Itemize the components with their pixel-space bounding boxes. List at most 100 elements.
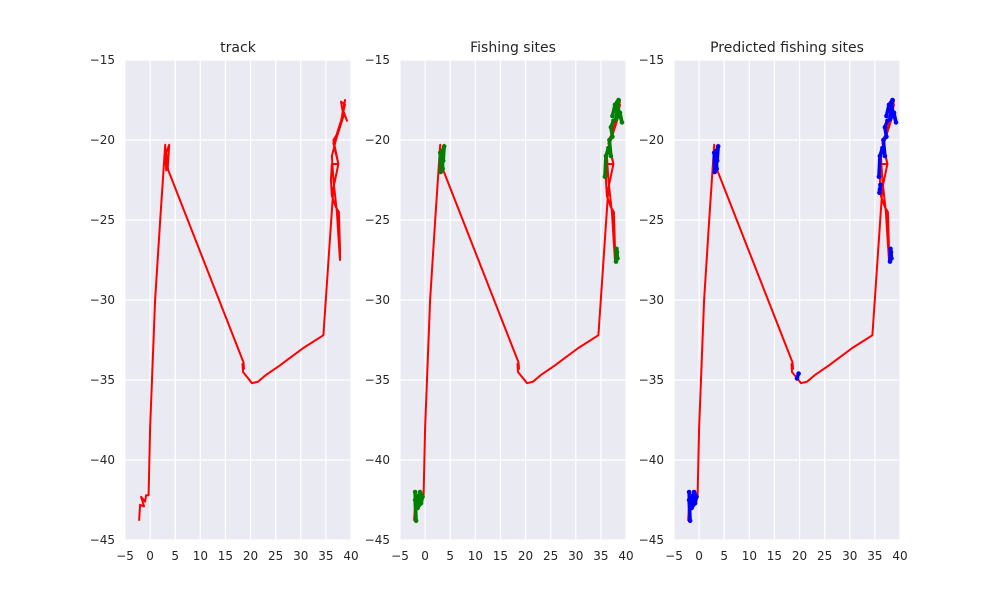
fishing-site-point bbox=[686, 489, 692, 495]
fishing-site-point bbox=[603, 153, 609, 159]
fishing-site-point bbox=[876, 174, 882, 180]
y-tick-label: −25 bbox=[639, 213, 664, 227]
fishing-site-point bbox=[415, 505, 420, 511]
x-tick-label: 20 bbox=[243, 549, 258, 563]
x-tick-label: −5 bbox=[665, 549, 683, 563]
fishing-site-point bbox=[713, 148, 719, 154]
x-tick-label: 10 bbox=[193, 549, 208, 563]
fishing-site-point bbox=[884, 134, 889, 140]
x-tick-label: 30 bbox=[842, 549, 857, 563]
chart-panel-1: −5 0 5 10 15 20 25 30 35 40 −15 −20 −25 −30 −35 −40 −45 t… bbox=[90, 40, 359, 563]
y-tick-label: −15 bbox=[90, 53, 115, 67]
x-tick-label: 30 bbox=[568, 549, 583, 563]
x-tick-label: 10 bbox=[742, 549, 757, 563]
fishing-site-point bbox=[606, 145, 611, 151]
x-tick-label: 20 bbox=[792, 549, 807, 563]
fishing-site-point bbox=[412, 497, 418, 503]
fishing-site-point bbox=[608, 153, 614, 159]
x-tick-label: 35 bbox=[318, 549, 333, 563]
fishing-site-point bbox=[413, 518, 419, 524]
fishing-site-point bbox=[602, 174, 608, 180]
fishing-site-point bbox=[615, 256, 620, 261]
track-line bbox=[138, 99, 348, 521]
fishing-site-point bbox=[715, 144, 721, 149]
fishing-site-point bbox=[440, 158, 446, 164]
fishing-site-point bbox=[882, 153, 888, 159]
fishing-site-point bbox=[617, 110, 623, 116]
fishing-site-point bbox=[694, 494, 699, 500]
panel-title: Predicted fishing sites bbox=[710, 40, 864, 56]
fishing-site-point bbox=[614, 249, 620, 255]
fishing-site-point bbox=[420, 494, 425, 500]
x-tick-label: 0 bbox=[421, 549, 429, 563]
fishing-site-point bbox=[893, 120, 899, 125]
fishing-site-point bbox=[441, 144, 447, 149]
fishing-site-point bbox=[689, 505, 694, 511]
fishing-site-point bbox=[615, 104, 620, 109]
x-tick-label: 15 bbox=[218, 549, 233, 563]
y-tick-label: −35 bbox=[90, 373, 115, 387]
panel-title: Fishing sites bbox=[470, 40, 556, 56]
y-tick-label: −30 bbox=[365, 293, 390, 307]
track-line bbox=[687, 99, 897, 521]
x-tick-label: 10 bbox=[468, 549, 483, 563]
fishing-site-point bbox=[882, 124, 888, 130]
x-tick-label: 40 bbox=[343, 549, 358, 563]
y-tick-label: −15 bbox=[365, 53, 390, 67]
fishing-site-point bbox=[691, 489, 697, 495]
y-tick-label: −20 bbox=[365, 133, 390, 147]
y-tick-label: −45 bbox=[90, 533, 115, 547]
fishing-site-point bbox=[610, 134, 615, 140]
x-tick-label: 25 bbox=[817, 549, 832, 563]
fishing-site-point bbox=[887, 116, 893, 122]
x-tick-label: 0 bbox=[695, 549, 703, 563]
fishing-site-point bbox=[608, 124, 614, 130]
fishing-site-point bbox=[714, 158, 720, 164]
y-tick-label: −20 bbox=[90, 133, 115, 147]
chart-panel-3: −5 0 5 10 15 20 25 30 35 40 −15 −20 −25 −30 −35 −40 −45 P… bbox=[639, 40, 908, 563]
fishing-site-point bbox=[794, 376, 800, 381]
x-tick-label: 5 bbox=[446, 549, 454, 563]
fishing-site-point bbox=[686, 497, 692, 503]
y-tick-label: −35 bbox=[365, 373, 390, 387]
y-tick-label: −20 bbox=[639, 133, 664, 147]
fishing-site-point bbox=[881, 137, 886, 143]
fishing-site-point bbox=[613, 116, 619, 122]
x-tick-label: 15 bbox=[493, 549, 508, 563]
x-tick-label: 35 bbox=[593, 549, 608, 563]
plot-area bbox=[686, 97, 899, 524]
plot-area bbox=[138, 99, 348, 521]
fishing-site-point bbox=[616, 97, 621, 103]
x-tick-label: 5 bbox=[720, 549, 728, 563]
fishing-site-point bbox=[412, 489, 418, 495]
y-tick-label: −40 bbox=[90, 453, 115, 467]
fishing-site-point bbox=[440, 166, 446, 172]
plot-area bbox=[412, 97, 625, 524]
panel-title: track bbox=[220, 40, 257, 56]
x-tick-label: 30 bbox=[293, 549, 308, 563]
fishing-site-point bbox=[692, 500, 698, 506]
fishing-site-point bbox=[877, 153, 883, 159]
fishing-site-point bbox=[888, 249, 894, 255]
fishing-site-point bbox=[890, 97, 895, 103]
fishing-site-point bbox=[880, 145, 885, 151]
x-tick-label: 35 bbox=[867, 549, 882, 563]
x-tick-label: 40 bbox=[618, 549, 633, 563]
y-tick-label: −30 bbox=[639, 293, 664, 307]
fishing-site-point bbox=[877, 187, 883, 192]
y-tick-label: −40 bbox=[365, 453, 390, 467]
fishing-site-point bbox=[687, 518, 693, 524]
fishing-site-point bbox=[884, 113, 889, 119]
x-tick-label: 20 bbox=[518, 549, 533, 563]
x-tick-label: 25 bbox=[268, 549, 283, 563]
fishing-site-point bbox=[796, 371, 801, 376]
y-tick-label: −25 bbox=[90, 213, 115, 227]
x-tick-label: 5 bbox=[171, 549, 179, 563]
fishing-site-point bbox=[610, 113, 615, 119]
chart-panel-2: −5 0 5 10 15 20 25 30 35 40 −15 −20 −25 −30 −35 −40 −45 F… bbox=[365, 40, 634, 563]
fishing-site-point bbox=[417, 489, 423, 495]
y-tick-label: −45 bbox=[365, 533, 390, 547]
y-tick-label: −40 bbox=[639, 453, 664, 467]
fishing-site-point bbox=[891, 110, 897, 116]
